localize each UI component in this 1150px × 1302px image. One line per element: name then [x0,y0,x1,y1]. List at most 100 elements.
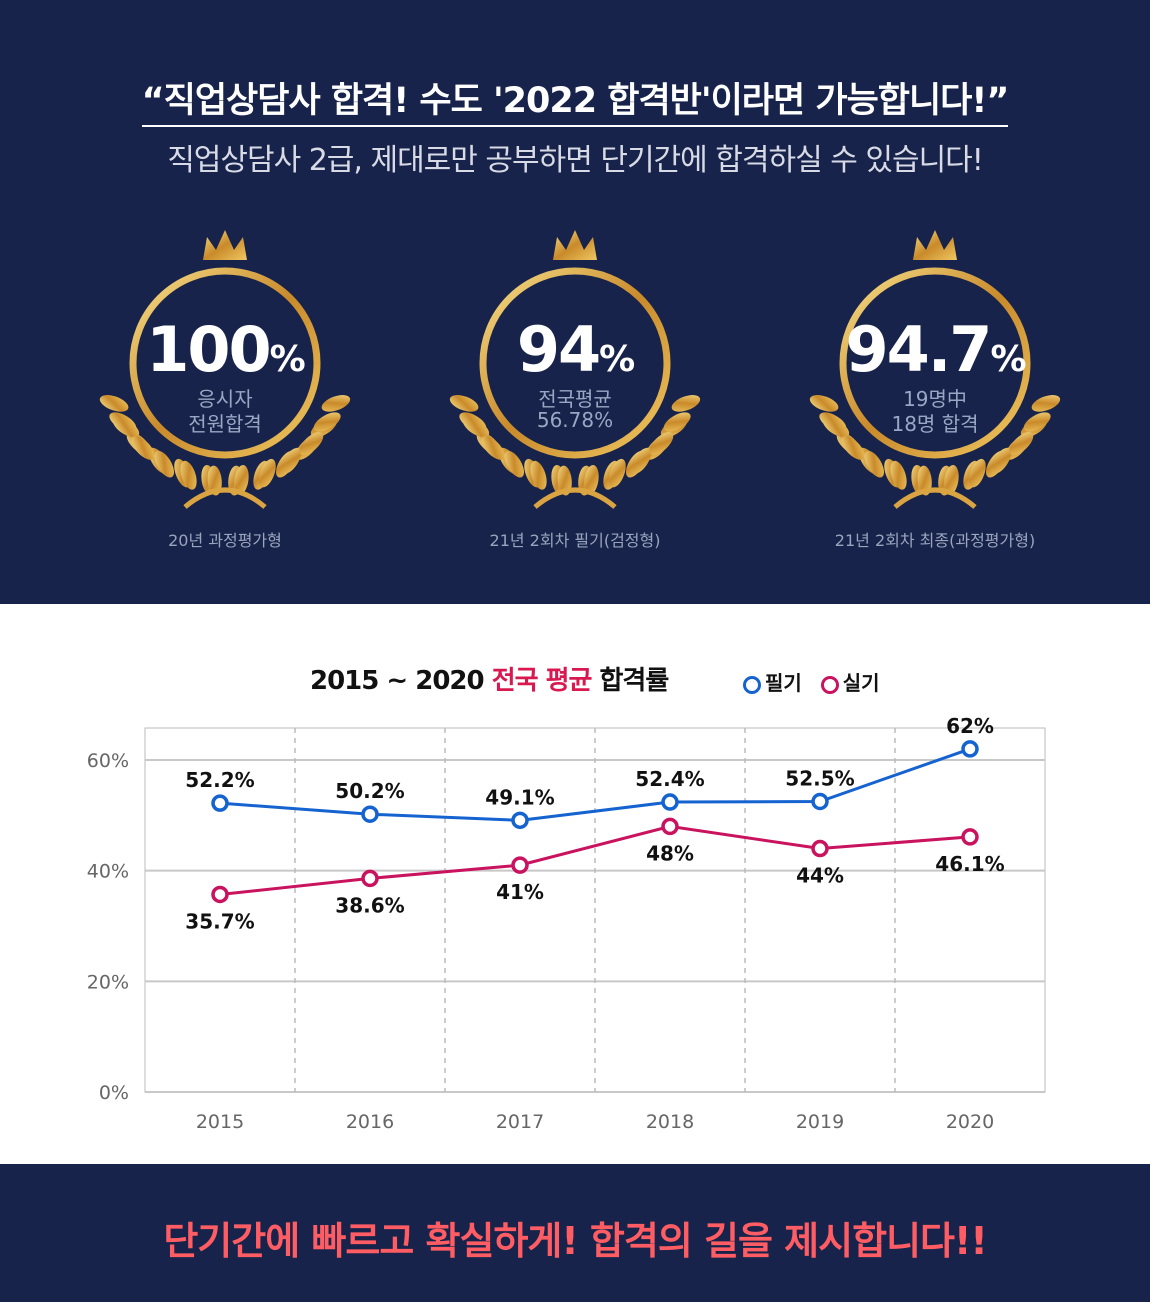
wreath-ring [839,267,1031,459]
data-label: 48% [646,841,694,865]
x-tick-label: 2017 [496,1111,544,1133]
data-point [661,793,679,811]
data-label: 44% [796,864,844,888]
legend-marker [743,675,761,694]
y-tick-label: 20% [87,971,129,993]
laurel-leaf [449,395,479,412]
laurel-leaf [809,395,839,412]
laurel-leaf [968,458,986,488]
laurel-leaf [864,450,885,478]
badge-line1: 19명中 [903,387,967,411]
badge-line2: 전원합격 [188,412,262,436]
data-point [361,869,379,888]
y-tick-label: 60% [87,750,129,772]
badge-2: 94% 전국평균 56.78% 21년 2회차 필기(검정형) [425,215,725,560]
badge-1: 100% 응시자 전원합격 20년 과정평가형 [75,215,375,560]
data-point [211,794,229,812]
x-tick-label: 2016 [346,1111,394,1133]
data-point [361,805,379,823]
laurel-leaf [630,447,652,474]
wreath-stem [893,487,977,509]
legend-item-written: 필기 [743,671,802,695]
data-label: 52.4% [635,767,704,791]
laurel-leaf [258,458,276,488]
badge-line1: 응시자 [197,387,253,411]
badge-caption: 21년 2회차 필기(검정형) [489,531,661,550]
laurel-leaf [663,412,691,432]
data-point [961,740,979,758]
laurel-wreath-icon [99,230,351,509]
laurel-leaf [180,460,197,490]
laurel-leaf [990,447,1012,474]
laurel-leaf [822,417,850,438]
x-tick-label: 2019 [796,1111,844,1133]
badge-caption: 20년 과정평가형 [168,531,282,550]
x-tick-label: 2018 [646,1111,694,1133]
laurel-leaf [321,395,351,412]
laurel-leaf [280,447,302,474]
laurel-leaf [671,395,701,412]
laurel-leaf [1031,395,1061,412]
badge-3: 94.7% 19명中 18명 합격 21년 2회차 최종(과정평가형) [785,215,1085,560]
line-chart: 0% 20% 40% 60% 2015 2016 2017 2018 2019 2020 52.2%… [87,714,1046,1133]
laurel-leaf [890,460,907,490]
data-label: 41% [496,880,544,904]
subheadline: 직업상담사 2급, 제대로만 공부하면 단기간에 합격하실 수 있습니다! [167,143,984,178]
data-label: 52.2% [185,768,254,792]
laurel-leaf [131,436,155,460]
laurel-leaf [1023,412,1051,432]
laurel-leaf [299,432,324,455]
headline: “직업상담사 합격! 수도 '2022 합격반'이라면 가능합니다!” [0,72,1150,127]
data-point [961,828,979,846]
data-label: 52.5% [785,767,854,791]
laurel-leaf [99,395,129,412]
laurel-wreath-icon [449,230,701,509]
laurel-leaf [584,464,599,495]
laurel-leaf [154,450,175,478]
chart-legend: 필기 실기 [743,667,892,696]
data-label: 49.1% [485,785,554,809]
laurel-leaf [530,460,547,490]
laurel-leaf [234,464,249,495]
data-label: 46.1% [935,852,1004,876]
badge-line2: 56.78% [536,408,614,432]
laurel-leaf [481,436,505,460]
badge-value: 94.7% [845,313,1026,386]
series-line-written [219,747,971,822]
laurel-leaf [944,464,959,495]
crown-icon [913,230,957,260]
data-label: 35.7% [185,909,254,933]
data-point [211,885,229,904]
chart-title: 2015 ~ 2020 전국 평균 합격률 [310,666,669,696]
wreath-stem [183,487,267,509]
legend-item-practical: 실기 [820,671,880,695]
badge-value: 100% [146,313,306,386]
data-label: 38.6% [335,893,404,917]
crown-icon [203,230,247,260]
laurel-leaf [504,450,525,478]
wreath-ring [479,267,671,459]
x-tick-label: 2020 [946,1111,994,1133]
badge-line1: 전국평균 [538,387,612,411]
laurel-wreath-icon [809,230,1061,509]
data-point [511,811,529,830]
wreath-stem [533,487,617,509]
data-label: 62% [946,714,994,738]
laurel-leaf [841,436,865,460]
badge-value: 94% [516,313,635,386]
slogan: 단기간에 빠르고 확실하게! 합격의 길을 제시합니다!! [163,1219,987,1263]
laurel-leaf [1009,432,1034,455]
crown-icon [553,230,597,260]
laurel-leaf [649,432,674,455]
data-point [811,839,829,858]
badge-line2: 18명 합격 [891,412,979,436]
y-tick-label: 0% [99,1082,129,1104]
bottom-banner [0,1164,1150,1302]
data-point [661,817,679,836]
data-label: 50.2% [335,779,404,803]
laurel-leaf [313,412,341,432]
wreath-ring [129,267,321,459]
data-point [511,856,529,874]
laurel-leaf [462,417,490,438]
x-tick-label: 2015 [196,1111,244,1133]
